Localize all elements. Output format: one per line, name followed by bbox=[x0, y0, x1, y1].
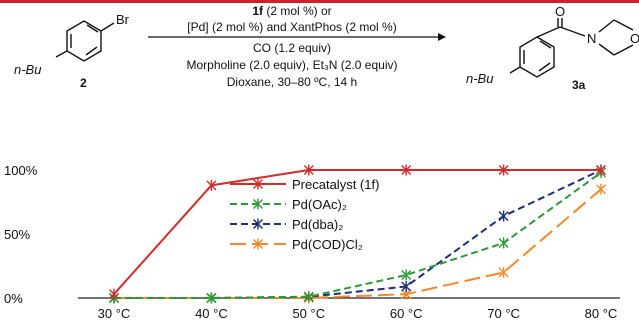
y-tick-label: 100% bbox=[4, 163, 38, 178]
legend-label: Pd(dba)₂ bbox=[292, 217, 343, 232]
legend-marker bbox=[253, 238, 263, 250]
reaction-arrowhead bbox=[438, 33, 446, 41]
data-point bbox=[498, 237, 509, 249]
legend-marker bbox=[253, 178, 263, 190]
data-point bbox=[303, 164, 314, 176]
data-point bbox=[596, 164, 606, 176]
data-point bbox=[303, 291, 314, 303]
x-tick-label: 40 °C bbox=[195, 306, 228, 321]
data-point bbox=[401, 280, 412, 292]
legend-entry: Pd(dba)₂ bbox=[230, 217, 343, 232]
condition-line-4: Morpholine (2.0 equiv), Et₃N (2.0 equiv) bbox=[187, 58, 398, 72]
data-point bbox=[498, 266, 509, 278]
reactant-substituent: n-Bu bbox=[14, 62, 41, 77]
amide-nitrogen: N bbox=[587, 31, 596, 46]
condition-line-3: CO (1.2 equiv) bbox=[253, 41, 331, 55]
product-structure bbox=[509, 18, 634, 78]
carbonyl-oxygen: O bbox=[555, 4, 565, 19]
data-point bbox=[596, 183, 606, 195]
yield-chart: 0%50%100%30 °C 40 °C 50 °C 60 °C 70 °C 80 °C … bbox=[4, 163, 620, 321]
legend-entry: Precatalyst (1f) bbox=[230, 177, 379, 192]
series-line bbox=[114, 171, 602, 299]
data-point bbox=[109, 288, 119, 300]
legend-label: Pd(COD)Cl₂ bbox=[292, 237, 363, 252]
condition-line-5: Dioxane, 30–80 ºC, 14 h bbox=[227, 75, 357, 89]
legend-marker bbox=[253, 218, 263, 230]
reactant-structure bbox=[55, 20, 115, 62]
reactant-label: 2 bbox=[80, 76, 87, 90]
series-line bbox=[113, 169, 601, 295]
product-substituent: n-Bu bbox=[466, 71, 493, 86]
ring-oxygen: O bbox=[630, 31, 639, 46]
x-tick-label: 60 °C bbox=[390, 306, 423, 321]
chart-series bbox=[109, 164, 606, 304]
y-tick-label: 0% bbox=[4, 291, 23, 306]
data-point bbox=[498, 164, 509, 176]
legend-entry: Pd(OAc)₂ bbox=[230, 197, 347, 212]
data-point bbox=[206, 292, 217, 304]
x-tick-label: 70 °C bbox=[487, 306, 520, 321]
catalyst-code: 1f bbox=[252, 4, 264, 18]
data-point bbox=[206, 179, 217, 191]
product-label: 3a bbox=[572, 78, 586, 92]
data-point bbox=[401, 269, 412, 281]
reaction-scheme: Br n-Bu 2 1f (2 mol %) or [Pd] (2 mol %)… bbox=[14, 4, 639, 92]
x-tick-label: 50 °C bbox=[292, 306, 325, 321]
legend-marker bbox=[253, 198, 263, 210]
catalyst-amount: (2 mol %) or bbox=[263, 4, 332, 18]
condition-line-1: 1f (2 mol %) or bbox=[252, 4, 331, 18]
chart-axes: 0% 50% 100% 30 °C 40 °C 50 °C 60 °C 70 °C 80 °C bbox=[4, 163, 620, 321]
data-point bbox=[401, 164, 412, 176]
legend-label: Precatalyst (1f) bbox=[292, 177, 379, 192]
x-tick-label: 80 °C bbox=[585, 306, 618, 321]
x-tick-label: 30 °C bbox=[98, 306, 131, 321]
condition-line-2: [Pd] (2 mol %) and XantPhos (2 mol %) bbox=[187, 20, 396, 34]
y-tick-label: 50% bbox=[4, 227, 30, 242]
data-point bbox=[498, 210, 509, 222]
reactant-halide: Br bbox=[116, 12, 130, 27]
legend-label: Pd(OAc)₂ bbox=[292, 197, 347, 212]
chart-legend: Precatalyst (1f) Pd(OAc)₂ Pd(dba)₂ Pd(COD)C… bbox=[230, 177, 379, 252]
top-accent-bar bbox=[0, 0, 639, 3]
legend-entry: Pd(COD)Cl₂ bbox=[230, 237, 363, 252]
